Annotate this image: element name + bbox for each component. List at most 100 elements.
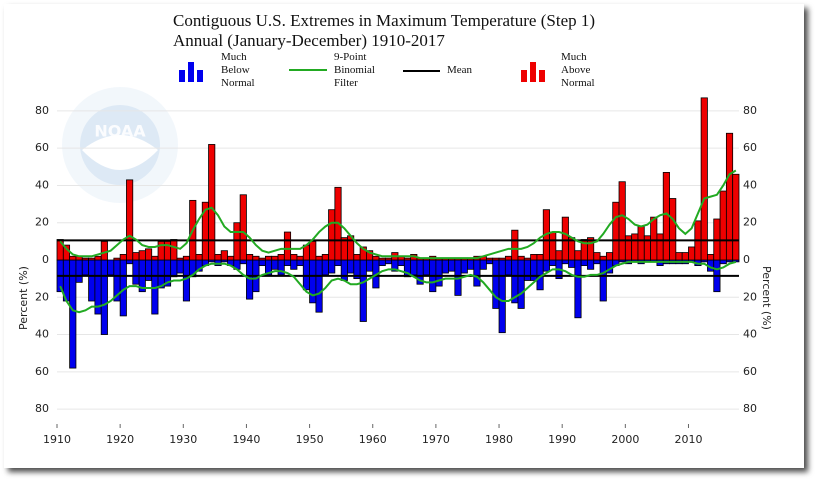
chart-title: Contiguous U.S. Extremes in Maximum Temp… xyxy=(173,11,595,30)
legend-icon xyxy=(188,62,194,82)
legend: Much Below Normal 9-Point Binomial Filte… xyxy=(179,51,595,89)
x-tick-label: 1960 xyxy=(359,433,387,446)
bar xyxy=(523,259,532,281)
bar xyxy=(100,259,108,335)
bar xyxy=(574,259,582,319)
y2-tick-label: 40 xyxy=(743,178,757,191)
bar xyxy=(561,216,569,261)
bar xyxy=(549,259,557,266)
bar xyxy=(290,259,298,270)
bar xyxy=(511,229,519,261)
bar xyxy=(530,259,538,281)
y-tick-label: 40 xyxy=(35,178,49,191)
bar xyxy=(631,233,639,261)
bar xyxy=(119,254,127,261)
bar xyxy=(271,259,279,270)
bar xyxy=(151,255,159,261)
bar xyxy=(113,257,121,261)
bar xyxy=(182,255,191,261)
bar xyxy=(498,257,506,261)
bar xyxy=(176,259,184,274)
bar xyxy=(239,259,247,265)
y2-tick-label: 80 xyxy=(743,104,757,117)
bar xyxy=(536,254,544,261)
bar xyxy=(208,144,216,261)
legend-text: 9-Point Binomial Filter xyxy=(334,51,375,89)
bar xyxy=(271,255,279,261)
bar xyxy=(88,257,96,261)
bar xyxy=(334,259,342,266)
bar xyxy=(517,259,525,309)
y-tick-label: 20 xyxy=(35,216,49,229)
bar xyxy=(94,255,102,261)
bar xyxy=(75,259,83,283)
bar xyxy=(587,237,595,261)
bar xyxy=(700,97,708,261)
bar xyxy=(542,259,550,272)
x-tick-label: 2010 xyxy=(674,433,702,446)
bar xyxy=(523,257,532,261)
y-tick-label: 80 xyxy=(35,104,49,117)
y2-tick-label: 20 xyxy=(743,216,757,229)
bar xyxy=(403,257,412,261)
bar xyxy=(296,259,304,266)
legend-icon xyxy=(197,70,203,82)
bar xyxy=(460,259,468,274)
bar xyxy=(473,259,481,287)
bar xyxy=(422,259,430,276)
bar xyxy=(366,259,374,272)
legend-text: Much Below Normal xyxy=(221,51,255,89)
logo-text: NOAA xyxy=(94,122,146,141)
bar xyxy=(170,239,178,261)
bar xyxy=(492,259,500,309)
bar xyxy=(719,190,727,261)
bar xyxy=(397,259,405,266)
bar xyxy=(498,259,506,334)
bar xyxy=(290,254,298,261)
logo xyxy=(62,87,178,203)
legend-label: Much Above Normal xyxy=(561,51,595,89)
legend-icon xyxy=(179,70,185,82)
x-tick-label: 1930 xyxy=(169,433,197,446)
bar xyxy=(707,254,715,261)
bar xyxy=(643,235,651,261)
y2-tick-label: 40 xyxy=(743,328,757,341)
y2-tick-label: 60 xyxy=(743,365,757,378)
y-tick-label: 60 xyxy=(35,365,49,378)
bar xyxy=(448,259,456,272)
y-tick-label: 80 xyxy=(35,402,49,415)
bar xyxy=(309,240,317,261)
x-tick-label: 1970 xyxy=(422,433,450,446)
bar xyxy=(486,257,494,261)
x-tick-label: 1950 xyxy=(296,433,324,446)
legend-text: Much Above Normal xyxy=(561,51,595,89)
bar xyxy=(81,259,89,276)
y2-tick-label: 20 xyxy=(743,290,757,303)
bar xyxy=(182,259,191,302)
bar xyxy=(618,181,626,261)
bar xyxy=(195,254,203,261)
legend-label: Much Below Normal xyxy=(221,51,255,89)
bar xyxy=(732,173,740,261)
bar xyxy=(69,255,77,261)
bar xyxy=(239,194,247,261)
bar xyxy=(145,259,153,281)
bar xyxy=(100,240,108,261)
chart-subtitle: Annual (January-December) 1910-2017 xyxy=(173,31,445,50)
x-tick-label: 2000 xyxy=(611,433,639,446)
bar xyxy=(340,259,348,281)
bar xyxy=(561,259,569,265)
x-tick-label: 1940 xyxy=(232,433,260,446)
bar xyxy=(328,209,336,261)
bar xyxy=(138,250,146,261)
bar xyxy=(605,252,614,261)
bar xyxy=(599,255,607,261)
bar xyxy=(81,257,89,261)
y-tick-label: 20 xyxy=(35,290,49,303)
bar xyxy=(650,216,658,261)
legend-icon xyxy=(530,62,536,82)
bar xyxy=(504,255,513,261)
bar xyxy=(479,259,487,270)
x-tick-label: 1910 xyxy=(43,433,71,446)
bar xyxy=(258,257,266,261)
